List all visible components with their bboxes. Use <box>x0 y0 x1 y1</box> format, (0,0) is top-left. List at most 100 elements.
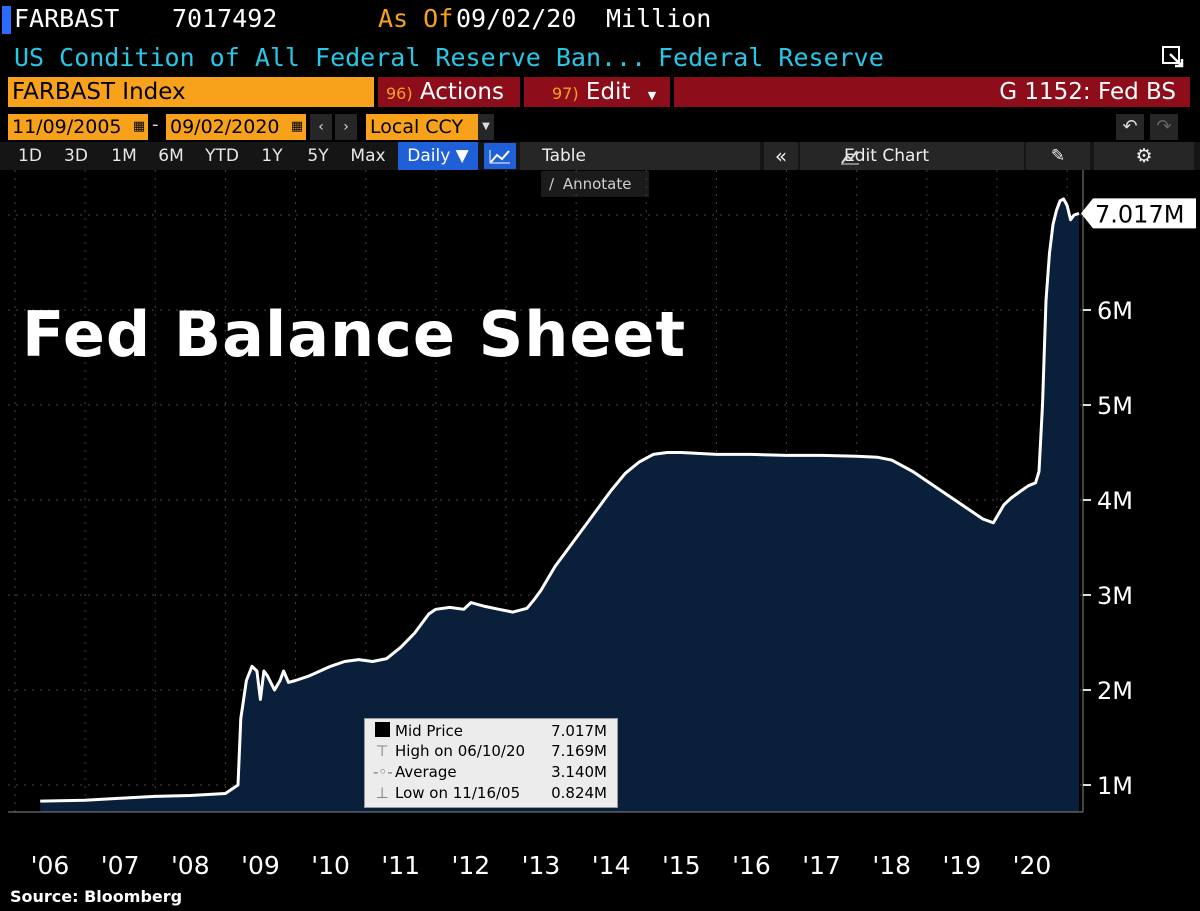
range-1d[interactable]: 1D <box>18 146 42 166</box>
settings-gear-icon[interactable]: ⚙ <box>1094 142 1194 170</box>
calendar-icon[interactable]: ▦ <box>132 119 146 134</box>
range-ytd[interactable]: YTD <box>205 146 239 166</box>
popout-icon[interactable] <box>1160 44 1186 70</box>
x-tick-label: '12 <box>452 851 491 880</box>
security-header: FARBAST 7017492 As Of 09/02/20 Million <box>0 0 1200 40</box>
legend-average-label: Average <box>395 763 457 781</box>
range-max[interactable]: Max <box>350 146 386 166</box>
legend-high: ⊤ High on 06/10/20 7.169M <box>365 742 617 762</box>
x-tick-label: '10 <box>311 851 350 880</box>
x-tick-label: '15 <box>662 851 701 880</box>
undo-icon[interactable]: ↶ <box>1116 114 1144 140</box>
date-range-bar: 11/09/2005 ▦ - 09/02/2020 ▦ ‹ › Local CC… <box>0 112 1200 142</box>
redo-icon[interactable]: ↷ <box>1150 114 1178 140</box>
last-value-tag <box>1081 198 1196 229</box>
range-bar: 1D 3D 1M 6M YTD 1Y 5Y Max Daily ▼ Table … <box>0 142 1200 170</box>
y-tick-label: 6M <box>1097 297 1133 325</box>
x-tick-label: '16 <box>732 851 771 880</box>
annotate-label: Annotate <box>562 175 632 193</box>
next-arrow-icon[interactable]: › <box>335 114 357 140</box>
security-input[interactable]: FARBAST Index <box>8 77 374 107</box>
legend-high-label: High on 06/10/20 <box>395 742 526 760</box>
range-3d[interactable]: 3D <box>64 146 88 166</box>
x-tick-label: '07 <box>101 851 140 880</box>
legend-high-icon: ⊤ <box>375 742 389 760</box>
calendar-icon[interactable]: ▦ <box>290 119 304 134</box>
collapse-icon[interactable]: « <box>764 142 798 170</box>
header-marker <box>2 6 11 34</box>
legend-low-value: 0.824M <box>551 784 607 802</box>
legend-average-icon: -◦- <box>373 763 393 781</box>
edit-caret-icon: ▼ <box>647 89 657 102</box>
legend-average: -◦- Average 3.140M <box>365 763 617 783</box>
legend-low-label: Low on 11/16/05 <box>395 784 521 802</box>
chart-id-label: G 1152: Fed BS <box>674 77 1190 107</box>
value-label: 7017492 <box>172 4 278 33</box>
currency-caret-icon[interactable]: ▼ <box>478 114 494 140</box>
y-tick-label: 3M <box>1097 582 1133 610</box>
as-of-label: As Of <box>378 4 454 33</box>
legend-box: Mid Price 7.017M ⊤ High on 06/10/20 7.16… <box>364 718 618 808</box>
legend-high-value: 7.169M <box>551 742 607 760</box>
legend-low-icon: ⊥ <box>375 784 389 802</box>
legend-mid-value: 7.017M <box>551 722 607 740</box>
end-date-input[interactable]: 09/02/2020 <box>166 114 306 140</box>
actions-num: 96) <box>386 84 413 103</box>
range-6m[interactable]: 6M <box>158 146 184 166</box>
edit-chart-icon <box>840 147 860 165</box>
edit-button[interactable]: 97) Edit ▼ <box>524 77 670 107</box>
as-of-date: 09/02/20 <box>456 4 577 33</box>
frequency-select[interactable]: Daily ▼ <box>398 142 478 170</box>
last-value-label: 7.017M <box>1095 200 1184 228</box>
x-tick-label: '19 <box>943 851 982 880</box>
area-fill <box>40 198 1080 812</box>
edit-num: 97) <box>552 84 579 103</box>
source-name-label: Federal Reserve <box>658 43 884 72</box>
annotate-button[interactable]: ∕ Annotate <box>541 171 649 197</box>
table-button[interactable]: Table <box>520 142 760 170</box>
series-line <box>40 197 1080 803</box>
x-tick-label: '09 <box>241 851 280 880</box>
legend-mid: Mid Price 7.017M <box>365 722 617 742</box>
command-bar: FARBAST Index 96) Actions ▼ 97) Edit ▼ G… <box>0 76 1200 134</box>
legend-mid-label: Mid Price <box>395 722 463 740</box>
date-separator: - <box>152 114 159 135</box>
y-tick-label: 4M <box>1097 487 1133 515</box>
draw-icon[interactable]: ✎ <box>1026 142 1090 170</box>
x-tick-label: '06 <box>31 851 70 880</box>
description-row: US Condition of All Federal Reserve Ban.… <box>0 40 1200 76</box>
x-tick-label: '08 <box>171 851 210 880</box>
edit-label: Edit <box>585 79 631 105</box>
units-label: Million <box>606 4 712 33</box>
edit-chart-label: Edit Chart <box>844 146 930 166</box>
x-tick-label: '20 <box>1013 851 1052 880</box>
x-tick-label: '18 <box>872 851 911 880</box>
annotate-pen-icon: ∕ <box>549 175 555 193</box>
range-5y[interactable]: 5Y <box>307 146 329 166</box>
chart-title: Fed Balance Sheet <box>22 298 687 371</box>
edit-chart-button[interactable]: Edit Chart <box>800 142 1024 170</box>
line-chart-icon[interactable] <box>484 143 516 169</box>
y-tick-label: 1M <box>1097 772 1133 800</box>
y-tick-label: 2M <box>1097 677 1133 705</box>
x-tick-label: '11 <box>381 851 420 880</box>
actions-button[interactable]: 96) Actions ▼ <box>378 77 520 134</box>
frequency-caret-icon: ▼ <box>455 146 469 166</box>
x-tick-label: '14 <box>592 851 631 880</box>
description-label: US Condition of All Federal Reserve Ban.… <box>14 43 647 72</box>
range-1m[interactable]: 1M <box>111 146 137 166</box>
range-1y[interactable]: 1Y <box>261 146 283 166</box>
start-date-input[interactable]: 11/09/2005 <box>8 114 148 140</box>
ticker-label: FARBAST <box>14 4 120 33</box>
x-tick-label: '13 <box>522 851 561 880</box>
source-note: Source: Bloomberg <box>10 887 183 906</box>
legend-low: ⊥ Low on 11/16/05 0.824M <box>365 784 617 804</box>
prev-arrow-icon[interactable]: ‹ <box>310 114 332 140</box>
y-tick-label: 5M <box>1097 392 1133 420</box>
currency-select[interactable]: Local CCY <box>366 114 494 140</box>
x-tick-label: '17 <box>802 851 841 880</box>
legend-mid-icon <box>373 722 391 741</box>
legend-average-value: 3.140M <box>551 763 607 781</box>
actions-label: Actions <box>419 79 504 105</box>
frequency-label: Daily <box>407 146 451 166</box>
